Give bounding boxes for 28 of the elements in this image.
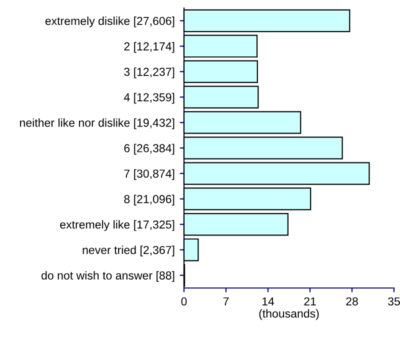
x-tick-label: 35 — [388, 297, 400, 306]
bar — [183, 162, 370, 185]
bar — [183, 86, 259, 108]
x-tick-label: 14 — [262, 297, 274, 306]
bar — [183, 136, 343, 160]
bar — [183, 60, 258, 84]
bar — [183, 238, 199, 262]
x-tick-label: 7 — [223, 297, 229, 306]
y-tick-label: 2 [12,174] — [124, 42, 174, 53]
y-tick-label: extremely dislike [27,606] — [45, 16, 174, 28]
bar — [183, 9, 350, 32]
bar — [183, 34, 258, 58]
y-tick-label: neither like nor dislike [19,432] — [20, 118, 174, 130]
bar — [183, 212, 289, 236]
x-tick-label: 0 — [181, 297, 187, 306]
y-tick-label: 4 [12,359] — [124, 92, 174, 104]
x-tick-label: 21 — [304, 297, 316, 306]
y-tick-label: never tried [2,367] — [82, 246, 174, 256]
bar — [183, 111, 302, 134]
x-tick-label: 28 — [346, 297, 358, 306]
y-tick-label: 7 [30,874] — [124, 169, 174, 180]
y-tick-label: 3 [12,237] — [124, 67, 174, 78]
y-tick-label: 8 [21,096] — [124, 194, 174, 206]
y-tick-label: extremely like [17,325] — [60, 220, 174, 231]
y-tick-label: do not wish to answer [88] — [42, 271, 174, 282]
bar — [183, 188, 312, 210]
y-tick-label: 6 [26,384] — [124, 144, 174, 155]
x-axis-title: (thousands) — [259, 309, 319, 320]
